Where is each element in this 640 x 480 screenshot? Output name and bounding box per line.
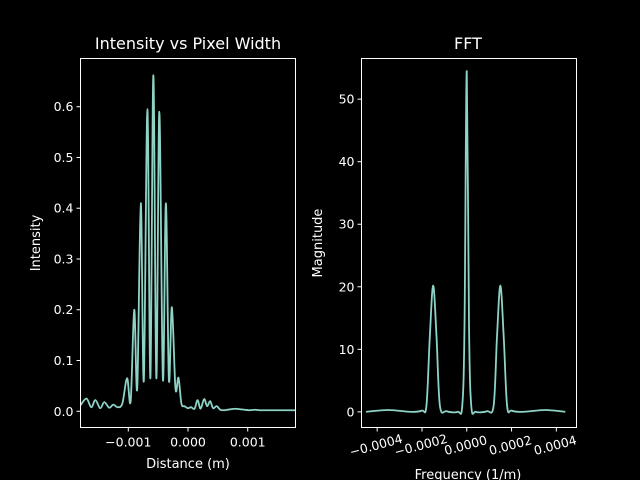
fft-chart-title: FFT	[454, 34, 482, 53]
fft-y-tick-label: 50	[339, 92, 355, 107]
intensity-y-tick-label: 0.5	[54, 150, 74, 165]
intensity-x-tick-label: 0.000	[170, 435, 206, 450]
intensity-plot-frame	[80, 58, 296, 428]
fft-y-tick-label: 30	[339, 217, 355, 232]
fft-y-tick-label: 10	[339, 342, 355, 357]
intensity-y-tick-label: 0.2	[54, 302, 74, 317]
fft-x-axis-label: Frequency (1/m)	[415, 468, 522, 480]
fft-y-tick-label: 0	[347, 404, 355, 419]
intensity-chart: Intensity vs Pixel Width Distance (m) In…	[29, 34, 296, 472]
intensity-y-tick-label: 0.4	[54, 201, 74, 216]
intensity-ticks: −0.001 0.000 0.001 0.0 0.1 0.2 0.3 0.4 0.5 0.6	[54, 99, 266, 449]
intensity-y-tick-label: 0.0	[54, 404, 74, 419]
intensity-y-tick-label: 0.1	[54, 353, 74, 368]
fft-y-axis-label: Magnitude	[311, 209, 326, 278]
fft-y-tick-label: 20	[339, 279, 355, 294]
intensity-chart-title: Intensity vs Pixel Width	[95, 34, 281, 53]
intensity-x-axis-label: Distance (m)	[146, 457, 230, 472]
intensity-y-axis-label: Intensity	[29, 214, 44, 271]
fft-series-line	[365, 70, 566, 415]
intensity-y-tick-label: 0.3	[54, 251, 74, 266]
fft-plot-frame	[361, 58, 577, 428]
intensity-x-tick-label: 0.001	[230, 435, 266, 450]
intensity-y-tick-label: 0.6	[54, 99, 74, 114]
fft-y-tick-label: 40	[339, 154, 355, 169]
intensity-series-line	[79, 74, 296, 412]
intensity-x-tick-label: −0.001	[105, 435, 151, 450]
